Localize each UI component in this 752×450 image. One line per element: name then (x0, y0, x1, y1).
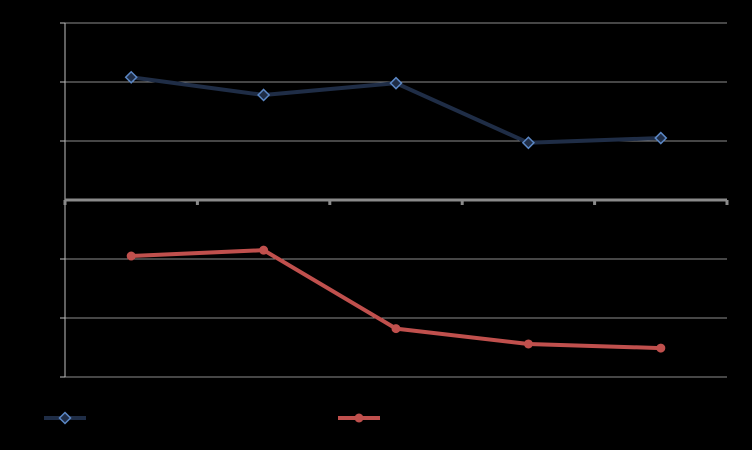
series-2-point (126, 251, 136, 261)
legend-marker (354, 413, 364, 423)
series-1-point (654, 131, 668, 145)
series-1-point (124, 70, 138, 84)
series-layer (124, 70, 668, 353)
series-1-point (389, 76, 403, 90)
series-2-point (523, 339, 533, 349)
legend (44, 411, 380, 425)
series-1-point (521, 136, 535, 150)
legend-item-1 (44, 411, 86, 425)
legend-item-2 (338, 413, 380, 423)
series-1-point (257, 88, 271, 102)
series-2-point (259, 245, 269, 255)
legend-marker (58, 411, 72, 425)
axes (63, 23, 729, 377)
series-2-point (391, 324, 401, 334)
series-2-point (656, 343, 666, 353)
